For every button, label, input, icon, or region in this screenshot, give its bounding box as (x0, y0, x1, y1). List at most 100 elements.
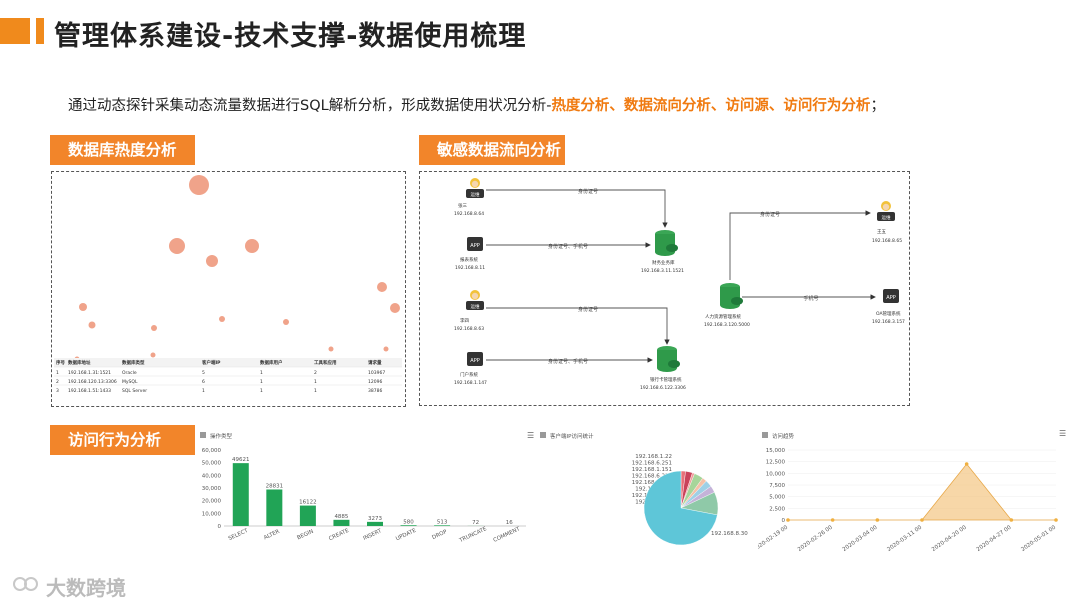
person-icon-zhangsan: 运维 (466, 178, 484, 198)
table-cell: 1 (260, 379, 263, 385)
node-ip-hr: 192.168.3.120.5000 (704, 322, 750, 328)
bar-value-label: 513 (437, 519, 448, 525)
table-header-cell: 数据库类型 (122, 359, 145, 366)
bar-value-label: 580 (403, 519, 414, 525)
table-cell: 192.168.1.51:1433 (68, 388, 111, 394)
table-cell: 1 (314, 388, 317, 394)
table-cell: 5 (202, 370, 205, 376)
app-icon-report: APP (467, 237, 483, 251)
table-cell: 1 (202, 388, 205, 394)
edge-label-e3: 身份证号 (578, 306, 598, 313)
bubble (328, 346, 334, 352)
section-flow-label: 敏感数据流向分析 (419, 135, 565, 165)
x-tick-label: BEGIN (296, 529, 314, 542)
pie-label: 192.168.1.208 (632, 480, 673, 486)
node-ip-oa: 192.168.3.157 (872, 319, 905, 325)
node-name-zhangsan: 张三 (458, 202, 467, 209)
table-header-cell: 数据库地址 (68, 359, 91, 366)
person-icon-wangwu: 运维 (877, 201, 895, 221)
x-tick-label: UPDATE (395, 528, 418, 543)
badge: APP (470, 358, 479, 364)
area-point (964, 462, 969, 466)
table-cell: 192.168.120.13:3306 (68, 379, 117, 385)
bubble (390, 303, 400, 313)
node-name-wangwu: 王五 (877, 229, 886, 235)
bubble (169, 238, 185, 254)
area-series (788, 463, 1056, 521)
y-tick-label: 0 (218, 524, 222, 530)
x-tick-label: 2020-04-20 00 (931, 524, 968, 553)
edge-label-e4: 身份证号、手机号 (548, 358, 588, 365)
database-icon-hr (720, 283, 743, 309)
badge: 运维 (471, 191, 480, 198)
table-cell: 1 (314, 379, 317, 385)
heat-bubbles (74, 175, 400, 362)
table-cell: 103967 (368, 370, 385, 376)
node-name-report: 报表系统 (460, 256, 478, 263)
pie-label: 192.168.8.30 (711, 531, 748, 537)
node-ip-lisi: 192.168.8.63 (454, 326, 484, 332)
table-cell: 1 (260, 370, 263, 376)
bubble (206, 255, 218, 267)
bar-value-label: 72 (472, 520, 479, 526)
y-tick-label: 12,500 (766, 460, 786, 466)
bubble (150, 352, 156, 358)
heat-table: 序号 数据库地址 数据库类型 客户端IP 数据库用户 工具和应用 请求量 1 192.168.1… (54, 358, 402, 394)
x-tick-label: 2020-02-26 00 (797, 524, 834, 553)
heat-bubble-chart: 序号 数据库地址 数据库类型 客户端IP 数据库用户 工具和应用 请求量 1 192.168.1… (54, 175, 402, 394)
badge: 运维 (882, 214, 891, 221)
intro-prefix: 通过动态探针采集动态流量数据进行SQL解析分析，形成数据使用状况分析- (68, 98, 552, 114)
node-ip-finance: 192.168.3.11.1521 (641, 268, 684, 274)
operation-type-bar-chart: 操作类型 0 10,000 20,000 30,000 40,000 50,000 60,0… (200, 432, 526, 544)
table-cell: 12096 (368, 379, 382, 385)
y-tick-label: 7,500 (769, 483, 785, 489)
x-tick-label: CREATE (328, 528, 350, 543)
bar (266, 489, 283, 526)
bar (400, 525, 417, 526)
watermark-logo-icon (13, 577, 38, 591)
bar (232, 463, 249, 526)
area-chart-title: 访问趋势 (772, 432, 795, 440)
table-cell: Oracle (122, 370, 137, 376)
badge: APP (470, 243, 479, 249)
bar-value-label: 28831 (266, 483, 284, 489)
bubble (151, 325, 157, 331)
pie-label: 192.168.6.251 (632, 461, 672, 467)
x-tick-label: INSERT (362, 528, 383, 542)
title-accent-bar (0, 18, 30, 44)
node-ip-zhangsan: 192.168.8.64 (454, 211, 484, 217)
node-name-portal: 门户系统 (460, 371, 478, 378)
bubble (283, 319, 289, 325)
table-cell: 3 (56, 388, 59, 394)
bar (299, 505, 316, 526)
pie-label: 192.168.6.212 (632, 474, 672, 480)
access-trend-area-chart: 访问趋势 0 2,500 5,000 7,500 10,000 12,500 15,000 2… (758, 432, 1058, 553)
page-title: 管理体系建设-技术支撑-数据使用梳理 (54, 21, 527, 52)
node-ip-bankcard: 192.168.6.122.3306 (640, 385, 686, 391)
x-tick-label: 2020-04-27 00 (976, 524, 1013, 553)
bubble (189, 175, 209, 195)
node-name-finance: 财务业务库 (652, 259, 675, 266)
bar-value-label: 3273 (368, 516, 382, 522)
table-cell: 6 (202, 379, 205, 385)
area-point (830, 518, 835, 522)
x-tick-label: COMMENT (493, 526, 522, 544)
bubble (245, 239, 259, 253)
x-tick-label: 2020-03-11 00 (886, 524, 923, 553)
chart-icon (540, 432, 546, 438)
x-tick-label: 2020-02-19 00 (758, 524, 790, 553)
y-tick-label: 20,000 (202, 499, 222, 505)
table-header-cell: 客户端IP (202, 359, 221, 366)
table-cell: 1 (56, 370, 59, 376)
bar-chart-menu-icon[interactable]: ☰ (527, 431, 535, 440)
x-tick-label: TRUNCATE (458, 526, 489, 544)
x-tick-label: ALTER (263, 529, 281, 542)
flow-diagram: 身份证号 身份证号、手机号 身份证号 身份证号、手机号 身份证号 手机号 运维 … (454, 178, 905, 391)
area-point (1054, 518, 1058, 522)
intro-suffix: ； (870, 98, 885, 114)
area-chart-menu-icon[interactable]: ☰ (1059, 429, 1067, 438)
bar-value-label: 16122 (299, 500, 317, 506)
node-ip-report: 192.168.8.11 (455, 265, 485, 271)
x-tick-label: SELECT (228, 528, 250, 542)
node-name-bankcard: 银行卡管理系统 (650, 376, 682, 383)
